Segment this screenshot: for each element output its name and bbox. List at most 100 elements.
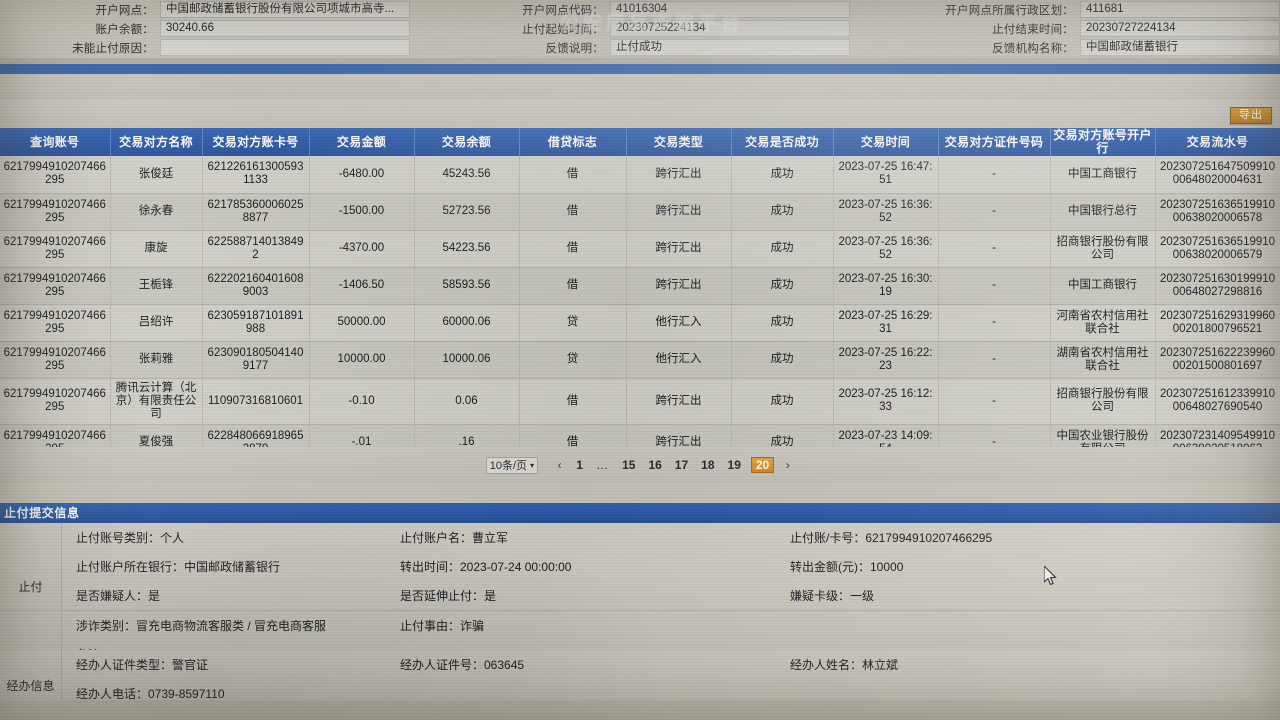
- stop-payment-field: 止付事由：诈骗: [400, 619, 485, 633]
- cell-serial: 20230725161233991000648027690540: [1155, 378, 1280, 425]
- cell-counterparty_card: 6217853600060258877: [202, 193, 310, 231]
- column-header-amount[interactable]: 交易金额: [309, 128, 415, 156]
- stop-payment-field: 转出时间：2023-07-24 00:00:00: [400, 560, 572, 574]
- column-header-dc_flag[interactable]: 借贷标志: [519, 128, 627, 156]
- cell-query_account: 6217994910207466295: [0, 267, 111, 305]
- cell-balance: 60000.06: [414, 304, 520, 342]
- cell-counterparty_bank: 中国银行总行: [1050, 193, 1156, 231]
- cell-counterparty_card: 6222021604016089003: [202, 267, 310, 305]
- stop-payment-form: 止付 止付账号类别：个人 止付账户名：曹立军 止付账/卡号：621799491020…: [0, 523, 1280, 662]
- cell-success: 成功: [731, 156, 834, 194]
- cell-dc_flag: 借: [519, 156, 627, 194]
- cell-trans_type: 他行汇入: [626, 304, 732, 342]
- stop-payment-field: 涉诈类别：冒充电商物流客服类 / 冒充电商客服: [76, 619, 327, 633]
- cell-counterparty_id: -: [938, 304, 1051, 342]
- column-header-counterparty_bank[interactable]: 交易对方账号开户行: [1050, 128, 1156, 156]
- cell-counterparty_id: -: [938, 156, 1051, 194]
- cell-counterparty_name: 王栀锋: [110, 267, 203, 305]
- pagination[interactable]: 10条/页 ▾ ‹ 1 … 15 16 17 18 19 20 ›: [0, 447, 1280, 483]
- stop-payment-section-title: 止付提交信息: [0, 503, 1280, 523]
- handler-block: 经办人证件类型：警官证 经办人证件号：063645 经办人姓名：林立斌 经办人电话：0…: [0, 650, 1280, 708]
- cell-counterparty_id: -: [938, 267, 1051, 305]
- table-row[interactable]: 6217994910207466295 王栀锋 622202160401608900…: [0, 267, 1280, 305]
- detail-field-value: 中国邮政储蓄银行股份有限公司项城市高寺...: [160, 1, 410, 18]
- cell-trans_time: 2023-07-25 16:22:23: [833, 341, 939, 379]
- stop-payment-field: 是否延伸止付：是: [400, 589, 497, 603]
- cell-balance: 52723.56: [414, 193, 520, 231]
- detail-field-value: 止付成功: [610, 39, 850, 56]
- page-button-20[interactable]: 20: [750, 457, 775, 473]
- cell-query_account: 6217994910207466295: [0, 156, 111, 194]
- detail-field: 止付结束时间： 20230727224134: [850, 19, 1280, 38]
- next-page-button[interactable]: ›: [785, 458, 790, 472]
- column-header-counterparty_card[interactable]: 交易对方账卡号: [202, 128, 310, 156]
- stop-payment-block-main: 止付账号类别：个人 止付账户名：曹立军 止付账/卡号：621799491020746…: [0, 523, 1280, 611]
- cell-counterparty_card: 6225887140138492: [202, 230, 310, 268]
- cell-counterparty_name: 康旋: [110, 230, 203, 268]
- cell-counterparty_name: 张莉雅: [110, 341, 203, 379]
- cell-amount: 10000.00: [309, 341, 415, 379]
- stop-payment-line: 是否嫌疑人：是 是否延伸止付：是 嫌疑卡级：一级: [0, 581, 1280, 610]
- cell-trans_type: 跨行汇出: [626, 230, 732, 268]
- cell-success: 成功: [731, 267, 834, 305]
- page-ellipsis: …: [596, 458, 610, 472]
- cell-amount: -1406.50: [309, 267, 415, 305]
- table-row[interactable]: 6217994910207466295 张俊廷 621226161300593113…: [0, 156, 1280, 194]
- cell-trans_type: 跨行汇出: [626, 156, 732, 194]
- cell-amount: -1500.00: [309, 193, 415, 231]
- column-header-trans_type[interactable]: 交易类型: [626, 128, 732, 156]
- column-header-counterparty_name[interactable]: 交易对方名称: [110, 128, 203, 156]
- cell-balance: 10000.06: [414, 341, 520, 379]
- panel-divider: [0, 58, 1280, 64]
- table-row[interactable]: 6217994910207466295 康旋 6225887140138492 -43…: [0, 230, 1280, 268]
- table-row[interactable]: 6217994910207466295 徐永春 621785360006025887…: [0, 193, 1280, 231]
- cell-success: 成功: [731, 341, 834, 379]
- cell-counterparty_id: -: [938, 193, 1051, 231]
- page-button-15[interactable]: 15: [622, 458, 636, 472]
- table-row[interactable]: 6217994910207466295 吕绍许 623059187101891988…: [0, 304, 1280, 342]
- column-header-trans_time[interactable]: 交易时间: [833, 128, 939, 156]
- cell-success: 成功: [731, 193, 834, 231]
- column-header-balance[interactable]: 交易余额: [414, 128, 520, 156]
- cell-query_account: 6217994910207466295: [0, 341, 111, 379]
- page-size-select[interactable]: 10条/页 ▾: [485, 456, 539, 474]
- page-button-18[interactable]: 18: [701, 458, 715, 472]
- table-row[interactable]: 6217994910207466295 腾讯云计算（北京）有限责任公司 110907…: [0, 378, 1280, 425]
- stop-payment-field: 止付账户所在银行：中国邮政储蓄银行: [76, 560, 281, 574]
- cell-counterparty_name: 吕绍许: [110, 304, 203, 342]
- detail-row: 未能止付原因： 反馈说明： 止付成功 反馈机构名称： 中国邮政储蓄银行: [0, 38, 1280, 57]
- export-button[interactable]: 导出: [1230, 107, 1272, 124]
- cell-trans_time: 2023-07-25 16:36:52: [833, 230, 939, 268]
- detail-row: 开户网点： 中国邮政储蓄银行股份有限公司项城市高寺... 开户网点代码： 410163…: [0, 0, 1280, 19]
- cell-counterparty_name: 张俊廷: [110, 156, 203, 194]
- detail-field-label: 账户余额：: [95, 23, 154, 36]
- column-header-success[interactable]: 交易是否成功: [731, 128, 834, 156]
- cell-trans_time: 2023-07-25 16:12:33: [833, 378, 939, 425]
- column-header-counterparty_id[interactable]: 交易对方证件号码: [938, 128, 1051, 156]
- bottom-filler: [0, 700, 1280, 720]
- prev-page-button[interactable]: ‹: [557, 458, 562, 472]
- page-button-1[interactable]: 1: [576, 458, 583, 472]
- stop-payment-field: 止付账户名：曹立军: [400, 531, 509, 545]
- cell-counterparty_bank: 中国工商银行: [1050, 267, 1156, 305]
- cell-counterparty_name: 腾讯云计算（北京）有限责任公司: [110, 378, 203, 425]
- cell-counterparty_id: -: [938, 230, 1051, 268]
- stop-payment-field: 止付账/卡号：6217994910207466295: [790, 531, 993, 545]
- handler-line: 经办人电话：0739-8597110: [0, 679, 1280, 708]
- page-button-16[interactable]: 16: [648, 458, 662, 472]
- cell-dc_flag: 借: [519, 378, 627, 425]
- table-row[interactable]: 6217994910207466295 张莉雅 623090180504140917…: [0, 341, 1280, 379]
- column-header-serial[interactable]: 交易流水号: [1155, 128, 1280, 156]
- page-button-17[interactable]: 17: [674, 458, 689, 472]
- handler-rail-label: 经办信息: [0, 650, 62, 720]
- column-header-query_account[interactable]: 查询账号: [0, 128, 111, 156]
- detail-field-value: [160, 39, 410, 56]
- cell-counterparty_bank: 中国工商银行: [1050, 156, 1156, 194]
- cell-query_account: 6217994910207466295: [0, 193, 111, 231]
- cell-amount: -4370.00: [309, 230, 415, 268]
- detail-field-value: 411681: [1080, 1, 1280, 18]
- cell-counterparty_bank: 招商银行股份有限公司: [1050, 230, 1156, 268]
- cell-dc_flag: 贷: [519, 341, 627, 379]
- detail-field-label: 反馈机构名称：: [992, 42, 1074, 55]
- page-button-19[interactable]: 19: [727, 458, 741, 472]
